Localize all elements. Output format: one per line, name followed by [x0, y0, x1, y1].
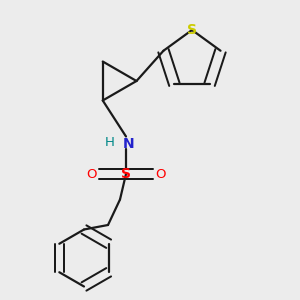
Text: S: S: [121, 167, 131, 181]
Text: H: H: [105, 136, 114, 149]
Text: S: S: [187, 23, 197, 37]
Text: O: O: [86, 167, 97, 181]
Text: N: N: [123, 137, 134, 151]
Text: O: O: [155, 167, 166, 181]
